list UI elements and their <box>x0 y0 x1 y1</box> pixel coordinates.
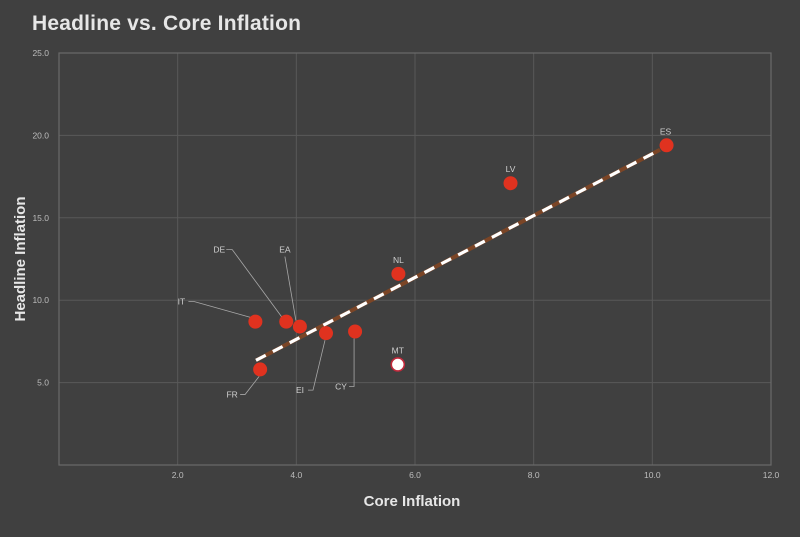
point-label-de: DE <box>213 245 225 255</box>
data-point-nl[interactable] <box>391 266 406 281</box>
y-tick-label: 10.0 <box>32 295 49 305</box>
data-point-fr[interactable] <box>253 362 268 377</box>
point-label-ei: EI <box>296 385 304 395</box>
data-point-de[interactable] <box>279 314 294 329</box>
leader-line <box>349 338 355 387</box>
x-tick-label: 8.0 <box>528 470 540 480</box>
point-label-cy: CY <box>335 382 347 392</box>
y-tick-label: 5.0 <box>37 378 49 388</box>
x-tick-label: 6.0 <box>409 470 421 480</box>
leader-line <box>284 256 297 321</box>
x-tick-label: 10.0 <box>644 470 661 480</box>
x-tick-label: 4.0 <box>290 470 302 480</box>
data-point-ei[interactable] <box>319 326 333 341</box>
gridlines <box>59 53 771 465</box>
y-axis-title: Headline Inflation <box>12 196 29 321</box>
plot-frame <box>58 52 772 466</box>
point-label-it: IT <box>178 297 186 307</box>
point-label-nl: NL <box>393 255 404 265</box>
point-labels: IT DE EA EI CY FR NL MT LV ES <box>178 126 672 399</box>
data-point-it[interactable] <box>248 314 263 329</box>
leader-line <box>188 301 252 319</box>
data-point-cy[interactable] <box>348 324 363 339</box>
y-tick-label: 25.0 <box>32 48 49 58</box>
data-point-mt[interactable] <box>390 357 406 372</box>
trendline-base <box>255 147 661 363</box>
data-point-ea[interactable] <box>292 319 307 334</box>
x-axis-title: Core Inflation <box>364 493 461 510</box>
leader-lines <box>188 249 355 395</box>
y-tick-label: 20.0 <box>32 130 49 140</box>
data-points <box>248 138 674 377</box>
data-point-lv[interactable] <box>503 176 518 191</box>
x-tick-label: 2.0 <box>172 470 184 480</box>
point-label-lv: LV <box>506 164 516 174</box>
point-label-mt: MT <box>392 345 404 355</box>
data-point-es[interactable] <box>659 138 674 153</box>
leader-line <box>308 340 326 391</box>
chart-title: Headline vs. Core Inflation <box>32 12 302 35</box>
tick-labels: 2.0 4.0 6.0 8.0 10.0 12.0 5.0 10.0 15.0 20.0 25.0 <box>32 48 779 480</box>
x-tick-label: 12.0 <box>763 470 780 480</box>
trendline <box>255 147 661 363</box>
leader-line <box>226 249 283 318</box>
leader-line <box>240 376 260 395</box>
y-tick-label: 15.0 <box>32 213 49 223</box>
point-label-ea: EA <box>279 245 291 255</box>
point-label-fr: FR <box>226 389 237 399</box>
point-label-es: ES <box>660 126 672 136</box>
